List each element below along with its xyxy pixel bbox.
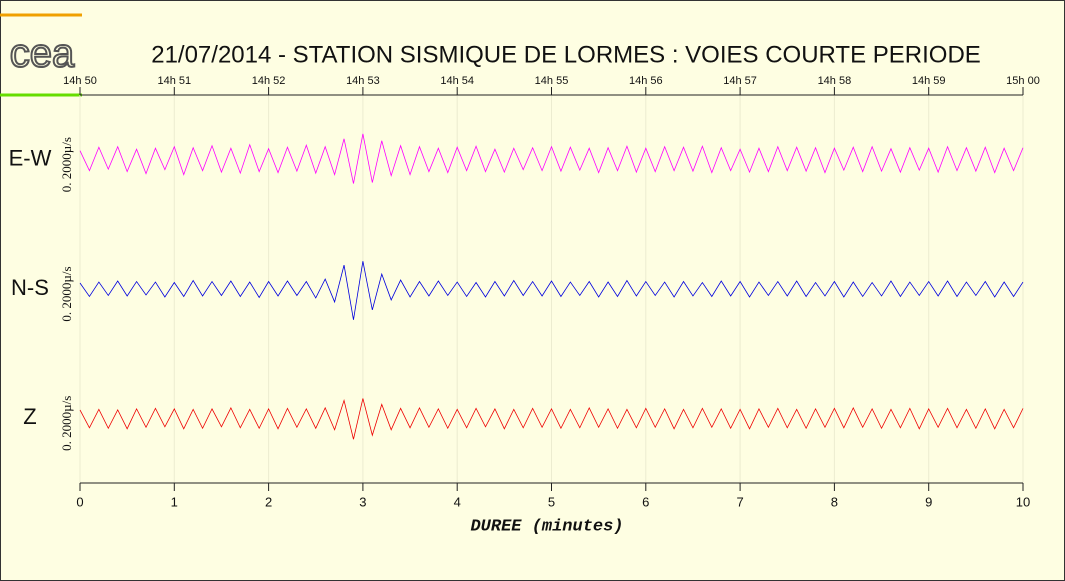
x-tick-label: 5 bbox=[548, 494, 555, 509]
top-x-tick-label: 14h 55 bbox=[535, 75, 569, 87]
top-x-tick-label: 14h 51 bbox=[157, 75, 191, 87]
scale-label: 0. 2000µ/s bbox=[59, 137, 74, 192]
x-tick-label: 2 bbox=[265, 494, 272, 509]
top-x-tick-label: 14h 50 bbox=[63, 75, 97, 87]
channel-label: Z bbox=[23, 404, 36, 429]
x-axis-label: DUREE (minutes) bbox=[470, 517, 623, 536]
top-x-tick-label: 14h 53 bbox=[346, 75, 380, 87]
top-x-tick-label: 14h 54 bbox=[440, 75, 474, 87]
x-tick-label: 7 bbox=[736, 494, 743, 509]
x-tick-label: 8 bbox=[831, 494, 838, 509]
channel-label: N-S bbox=[11, 275, 49, 300]
x-tick-label: 0 bbox=[76, 494, 83, 509]
chart-title: 21/07/2014 - STATION SISMIQUE DE LORMES … bbox=[151, 41, 981, 68]
trace bbox=[79, 261, 1024, 320]
top-x-tick-label: 14h 56 bbox=[629, 75, 663, 87]
trace bbox=[79, 133, 1024, 184]
top-x-tick-label: 15h 00 bbox=[1006, 75, 1040, 87]
channel-label: E-W bbox=[9, 145, 52, 170]
x-tick-label: 4 bbox=[454, 494, 461, 509]
scale-label: 0. 2000µ/s bbox=[59, 396, 74, 451]
x-tick-label: 9 bbox=[925, 494, 932, 509]
top-x-tick-label: 14h 52 bbox=[252, 75, 286, 87]
top-x-tick-label: 14h 59 bbox=[912, 75, 946, 87]
top-x-tick-label: 14h 57 bbox=[723, 75, 757, 87]
trace bbox=[79, 398, 1024, 440]
x-tick-label: 6 bbox=[642, 494, 649, 509]
x-tick-label: 3 bbox=[359, 494, 366, 509]
x-tick-label: 10 bbox=[1016, 494, 1030, 509]
logo: cea bbox=[10, 32, 75, 76]
top-x-tick-label: 14h 58 bbox=[818, 75, 852, 87]
scale-label: 0. 2000µ/s bbox=[59, 266, 74, 321]
x-tick-label: 1 bbox=[171, 494, 178, 509]
